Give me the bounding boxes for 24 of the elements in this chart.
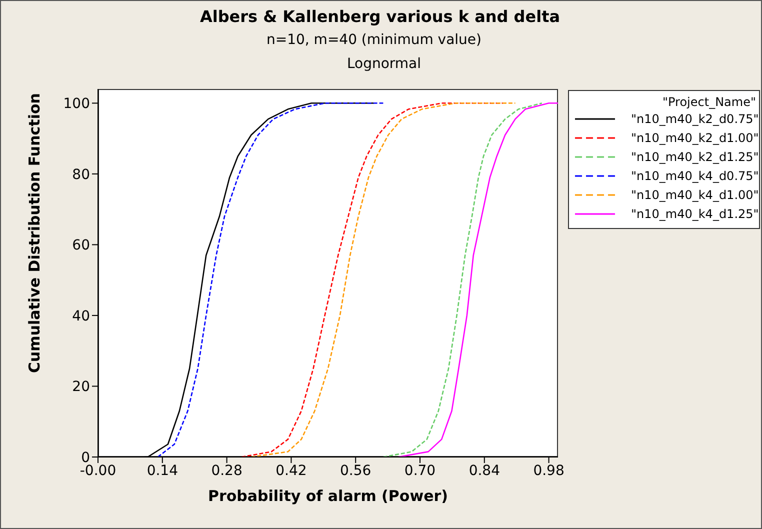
x-tick-label: 0.28 (211, 462, 242, 479)
chart-title: Albers & Kallenberg various k and delta (198, 7, 562, 26)
legend-title: "Project_Name" (662, 95, 756, 109)
y-tick-label: 20 (72, 379, 90, 396)
x-axis-title: Probability of alarm (Power) (208, 487, 448, 505)
y-tick-label: 40 (72, 308, 90, 324)
x-tick-label: 0.56 (340, 462, 372, 479)
legend-label: "n10_m40_k4_d1.25" (631, 207, 759, 221)
x-tick-label: 0.14 (146, 462, 178, 479)
legend-label: "n10_m40_k2_d1.25" (631, 150, 759, 164)
legend-label: "n10_m40_k4_d1.00" (631, 188, 759, 202)
text: Lognormal (346, 56, 422, 72)
y-tick-label: 80 (72, 166, 90, 183)
y-tick-label: 60 (72, 238, 90, 254)
chart-subtitle: n=10, m=40 (minimum value) (265, 32, 482, 48)
x-tick-label: 0.42 (276, 462, 307, 479)
y-tick-label: 100 (63, 96, 90, 112)
y-axis-title: Cumulative Distribution Function (25, 93, 44, 373)
legend-label: "n10_m40_k2_d1.00" (631, 131, 759, 145)
x-tick-label: 0.98 (533, 462, 564, 479)
legend-label: "n10_m40_k4_d0.75" (631, 169, 759, 183)
x-tick-label: 0.84 (468, 462, 500, 479)
legend-label: "n10_m40_k2_d0.75" (631, 112, 759, 126)
x-tick-label: 0.70 (404, 462, 436, 479)
